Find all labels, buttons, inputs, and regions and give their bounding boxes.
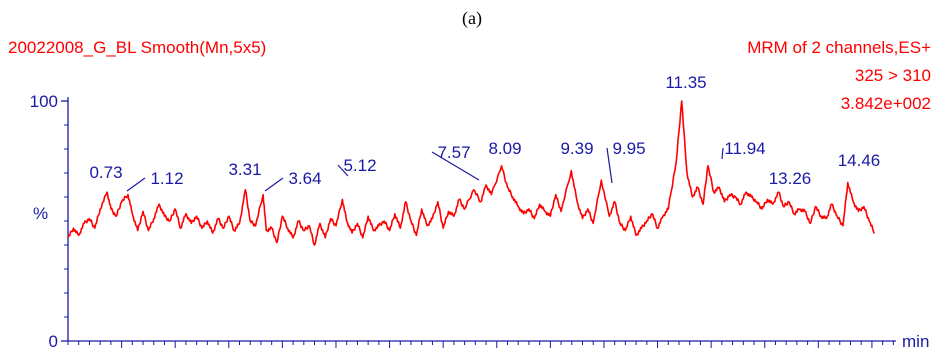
peak-label: 5.12 [343,156,376,175]
peak-connector [721,147,724,160]
peak-label: 1.12 [150,169,183,188]
right-header-line-3: 3.842e+002 [841,94,931,113]
right-header-line-2: 325 > 310 [855,66,931,85]
peak-label: 14.46 [838,151,881,170]
y-tick-label: 0 [49,332,58,351]
peak-connector [337,164,349,177]
peak-label: 3.31 [228,160,261,179]
right-header-line-1: MRM of 2 channels,ES+ [747,38,931,57]
peak-label: 9.95 [612,139,645,158]
y-axis-label: % [33,204,48,223]
peak-label: 11.35 [665,73,706,92]
peak-label-layer: 0.73 1.12 3.31 3.64 5.12 7.57 8.09 9.39 9.95 11.3… [89,73,881,192]
trace-layer [67,100,875,246]
axes-group [67,97,896,342]
peak-label: 8.09 [488,139,521,158]
peak-connector [126,177,146,192]
left-header-title: 20022008_G_BL Smooth(Mn,5x5) [8,38,266,57]
peak-label: 3.64 [288,169,321,188]
peak-label: 0.73 [89,163,122,182]
peak-label: 11.94 [724,139,765,158]
peak-label: 13.26 [769,169,812,188]
peak-label: 9.39 [560,139,593,158]
peak-label: 7.57 [437,143,470,162]
panel-label: (a) [462,8,482,29]
peak-connector [431,151,480,181]
y-tick-label: 100 [30,92,58,111]
x-axis-label: min [902,332,929,351]
tick-group: 100 0% min [30,92,930,351]
peak-connector [606,147,613,184]
chromatogram-trace [67,100,875,246]
peak-connector [264,177,284,192]
